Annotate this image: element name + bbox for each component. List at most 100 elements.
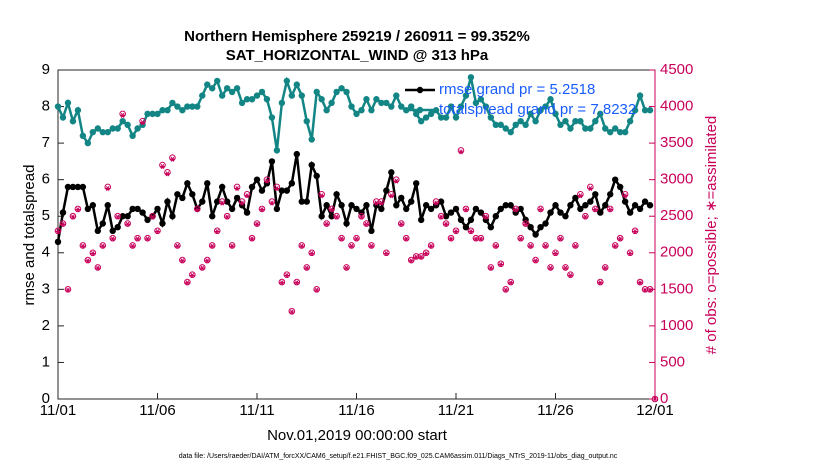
point [398, 103, 405, 110]
obs-possible [522, 220, 529, 227]
obs-possible [492, 242, 500, 249]
point [204, 180, 211, 187]
obs-assimilated [55, 229, 61, 235]
point [517, 205, 524, 213]
point [99, 128, 106, 136]
point [288, 92, 296, 99]
point [268, 114, 276, 121]
obs-possible [601, 264, 609, 271]
plot-area [57, 69, 656, 400]
point [169, 213, 176, 220]
obs-assimilated [383, 251, 389, 257]
obs-possible [646, 286, 654, 293]
y-tick-label: 1 [42, 353, 50, 370]
point [363, 96, 370, 103]
obs-assimilated [428, 243, 434, 249]
point [378, 99, 385, 107]
x-tick-label: 11/06 [139, 402, 175, 419]
legend-label: totalspread grand pr = 7.8232 [439, 101, 636, 118]
obs-possible [582, 212, 589, 220]
point [54, 103, 62, 110]
point [124, 121, 131, 129]
obs-possible [437, 212, 445, 220]
obs-assimilated [204, 258, 210, 264]
point [283, 77, 291, 85]
point [214, 198, 221, 205]
obs-possible [482, 212, 490, 220]
obs-possible [248, 234, 256, 242]
obs-assimilated [239, 200, 245, 206]
obs-possible [527, 242, 534, 249]
point [64, 183, 72, 191]
obs-possible [218, 198, 226, 205]
point [268, 158, 276, 165]
obs-assimilated [159, 164, 166, 170]
point [602, 202, 609, 209]
obs-possible [203, 256, 211, 264]
obs-possible [452, 227, 460, 235]
obs-possible [512, 205, 520, 213]
point [393, 202, 400, 209]
y-tick-label: 9 [42, 61, 50, 78]
obs-possible [293, 278, 301, 286]
obs-possible [567, 271, 574, 279]
obs-possible [616, 234, 624, 242]
obs-assimilated [85, 258, 91, 264]
point [378, 205, 385, 213]
point [134, 125, 141, 132]
obs-assimilated [547, 265, 554, 271]
point [592, 117, 599, 125]
obs-possible [74, 205, 82, 213]
point [597, 209, 604, 216]
obs-possible [373, 198, 380, 205]
y2-tick-label: 1000 [660, 317, 693, 334]
point [477, 209, 485, 216]
obs-possible [263, 176, 271, 183]
obs-assimilated [194, 207, 200, 213]
point [552, 202, 559, 209]
point [358, 107, 365, 114]
obs-assimilated [358, 214, 365, 220]
obs-possible [348, 242, 355, 249]
obs-assimilated [174, 243, 180, 249]
point [338, 202, 345, 209]
point [462, 223, 470, 231]
obs-assimilated [423, 251, 429, 257]
point [109, 125, 116, 132]
point [184, 103, 191, 110]
point [308, 136, 315, 143]
obs-assimilated [622, 193, 628, 199]
point [293, 81, 300, 88]
y-tick-label: 3 [42, 280, 50, 297]
point [129, 205, 136, 213]
point [64, 99, 72, 107]
point [333, 88, 340, 96]
obs-assimilated [189, 272, 195, 278]
point [631, 107, 639, 114]
point [313, 88, 320, 96]
obs-possible [343, 264, 350, 271]
obs-possible [99, 242, 107, 249]
obs-possible [119, 110, 126, 118]
point [646, 107, 654, 114]
obs-possible [397, 220, 405, 227]
point [199, 198, 206, 205]
obs-assimilated [304, 265, 310, 271]
obs-possible [611, 242, 619, 249]
point [243, 96, 251, 103]
point [258, 88, 266, 96]
point [621, 128, 629, 136]
obs-possible [626, 249, 634, 257]
x-tick-label: 12/01 [636, 402, 674, 419]
obs-assimilated [289, 309, 295, 315]
obs-possible [572, 242, 579, 249]
point [283, 187, 291, 194]
point [527, 223, 534, 231]
obs-assimilated [324, 221, 330, 227]
obs-assimilated [542, 243, 549, 249]
y2-tick-label: 3000 [660, 171, 693, 188]
point [422, 202, 430, 209]
obs-possible [383, 249, 390, 257]
obs-assimilated [528, 243, 534, 249]
